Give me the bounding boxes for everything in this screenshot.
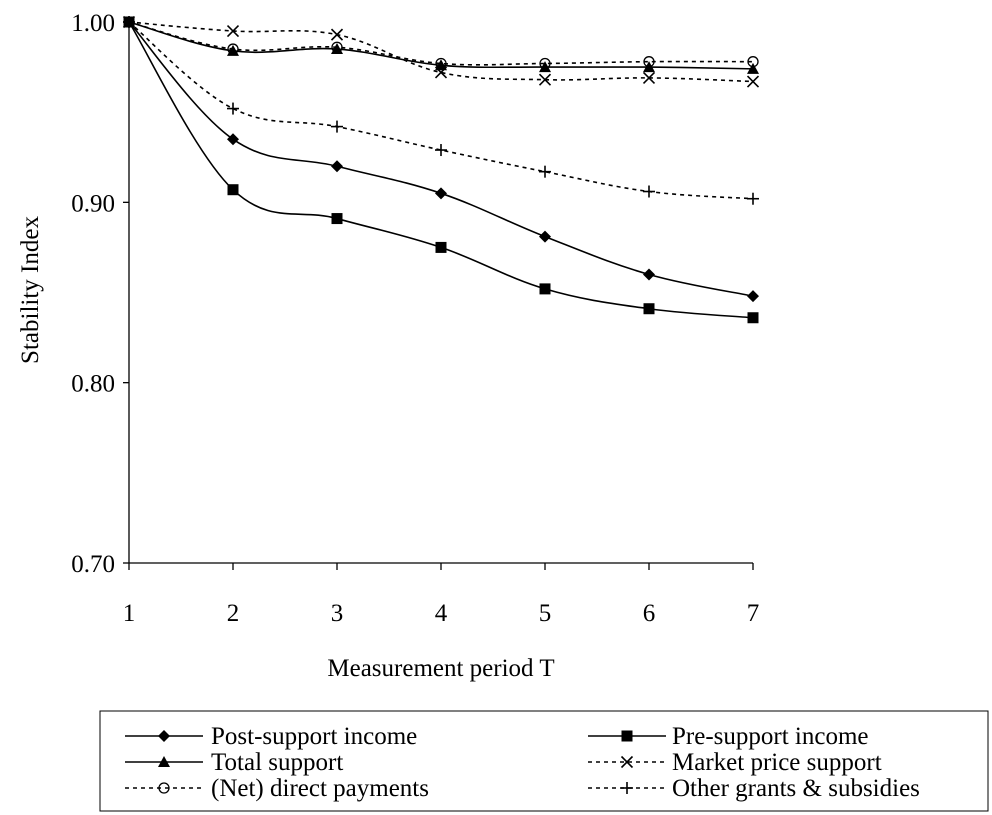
x-axis-title: Measurement period T <box>327 655 554 682</box>
data-point <box>331 41 343 53</box>
data-point <box>746 75 760 88</box>
data-point <box>747 312 759 324</box>
x-tick-label: 4 <box>435 600 448 627</box>
legend-label: Market price support <box>672 749 882 776</box>
x-tick-label: 5 <box>539 600 552 627</box>
data-point <box>435 187 447 200</box>
data-point <box>747 290 759 303</box>
x-tick-label: 2 <box>227 600 240 627</box>
series-2 <box>123 16 759 74</box>
y-tick-label: 0.80 <box>71 371 115 398</box>
series-line <box>128 21 754 66</box>
data-point <box>435 57 447 70</box>
data-point <box>643 185 655 198</box>
data-point <box>539 283 551 295</box>
data-point <box>331 213 343 225</box>
legend-label: Other grants & subsidies <box>672 775 920 802</box>
legend-item: Post-support income <box>125 723 417 750</box>
data-point <box>620 755 634 769</box>
y-tick-label: 0.90 <box>71 190 115 217</box>
data-point <box>538 73 552 86</box>
legend: Post-support income Pre-support income Tot… <box>99 710 989 812</box>
x-tick-label: 7 <box>747 600 760 627</box>
x-tick-label: 1 <box>123 600 136 627</box>
x-tick-label: 3 <box>331 600 344 627</box>
data-point <box>330 28 344 41</box>
y-axis-title: Stability Index <box>17 216 44 364</box>
legend-item: Market price support <box>588 749 882 776</box>
data-point <box>227 43 239 55</box>
data-point <box>331 120 343 133</box>
data-point <box>435 144 447 157</box>
data-point <box>227 184 239 196</box>
data-point <box>747 56 759 68</box>
legend-label: Pre-support income <box>672 723 868 750</box>
legend-item: Other grants & subsidies <box>588 775 920 802</box>
data-point <box>747 192 759 205</box>
data-point <box>158 756 170 767</box>
data-point <box>643 56 655 68</box>
data-point <box>226 24 240 38</box>
data-point <box>123 16 135 28</box>
y-ticks: 0.70 0.80 0.90 1.00 <box>71 10 129 578</box>
y-tick-label: 0.70 <box>71 551 115 578</box>
legend-label: Post-support income <box>211 723 417 750</box>
data-point <box>158 730 170 742</box>
data-point <box>158 782 170 794</box>
data-point <box>539 230 551 243</box>
data-point <box>643 268 655 281</box>
data-point <box>747 62 759 74</box>
y-tick-label: 1.00 <box>71 10 115 37</box>
data-point <box>227 102 239 115</box>
series-5 <box>123 16 759 205</box>
legend-item: (Net) direct payments <box>125 775 429 802</box>
data-point <box>434 66 448 79</box>
legend-label: (Net) direct payments <box>211 775 429 802</box>
data-point <box>539 61 551 73</box>
series-group <box>122 15 760 324</box>
legend-item: Pre-support income <box>588 723 868 750</box>
data-point <box>539 165 551 178</box>
series-0 <box>123 16 759 303</box>
data-point <box>435 241 447 253</box>
data-point <box>331 160 343 173</box>
legend-label: Total support <box>211 749 343 776</box>
series-3 <box>122 15 760 88</box>
legend-item: Total support <box>125 749 343 776</box>
data-point <box>621 730 633 742</box>
data-point <box>643 303 655 315</box>
data-point <box>642 71 656 84</box>
x-ticks: 1 2 3 4 5 6 7 <box>123 563 760 627</box>
data-point <box>621 782 633 794</box>
data-point <box>227 133 239 146</box>
x-tick-label: 6 <box>643 600 656 627</box>
legend-box <box>99 710 989 812</box>
data-point <box>539 57 551 70</box>
